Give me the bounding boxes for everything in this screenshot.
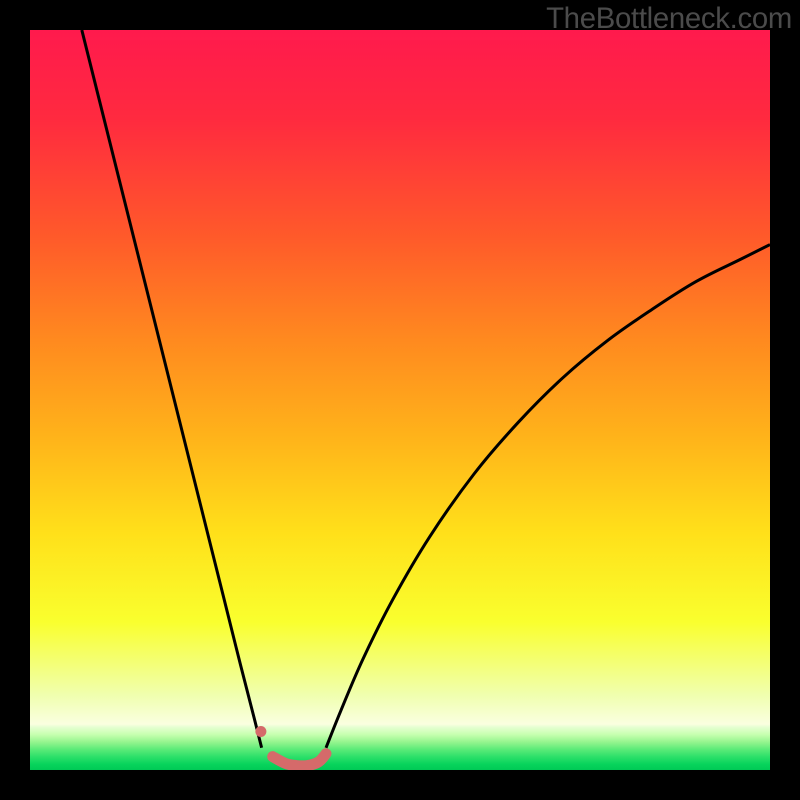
marker-dot (255, 726, 266, 737)
plot-area (30, 30, 770, 770)
gradient-background (30, 30, 770, 770)
gradient-curve-chart (30, 30, 770, 770)
watermark-text: TheBottleneck.com (546, 2, 792, 36)
chart-container: TheBottleneck.com (0, 0, 800, 800)
